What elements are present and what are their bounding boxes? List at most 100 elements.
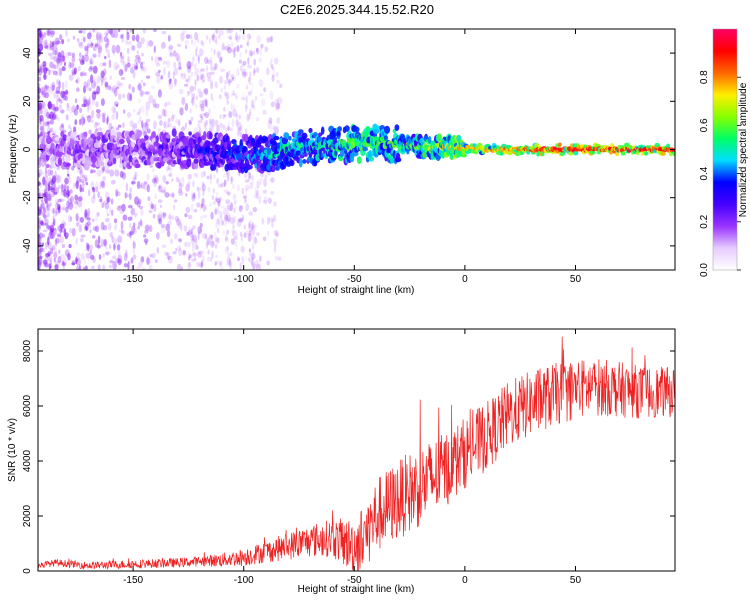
spectrogram-noise-cell (44, 39, 48, 46)
spectrogram-ridge-cell (233, 142, 237, 149)
spectrogram-noise-cell (240, 205, 244, 209)
spectrogram-noise-cell (207, 187, 211, 193)
spectrogram-noise-cell (168, 81, 171, 86)
spectrogram-noise-cell (115, 127, 120, 131)
spectrogram-noise-cell (117, 29, 121, 33)
spectrogram-noise-cell (109, 264, 112, 269)
spectrogram-noise-cell (276, 117, 281, 124)
spectrogram-noise-cell (130, 257, 134, 264)
spectrogram-noise-cell (38, 94, 41, 100)
colorbar-ticks: 0.00.20.40.60.8 (699, 70, 741, 277)
spectrogram-noise-cell (125, 249, 128, 258)
spectrogram-noise-cell (197, 252, 202, 258)
spectrogram-noise-cell (196, 202, 201, 208)
colorbar-gradient (712, 28, 738, 271)
spectrogram-noise-cell (51, 41, 55, 47)
spectrogram-noise-cell (44, 122, 49, 128)
spectrogram-noise-cell (141, 267, 146, 270)
spectrogram-noise-cell (90, 61, 94, 65)
spectrogram-noise-cell (209, 80, 214, 90)
spectrogram-noise-cell (173, 67, 179, 76)
spectrogram-noise-cell (71, 71, 77, 75)
spectrogram-noise-cell (90, 195, 96, 204)
spectrogram-ridge-cell (283, 132, 290, 139)
spectrogram-noise-cell (214, 243, 218, 249)
spectrogram-noise-cell (122, 214, 128, 221)
spectrogram-noise-cell (211, 195, 214, 200)
spectrogram-noise-cell (147, 196, 151, 201)
spectrogram-noise-cell (189, 108, 192, 114)
spectrogram-noise-cell (69, 189, 73, 194)
spectrogram-noise-cell (223, 189, 229, 194)
spectrogram-noise-cell (81, 103, 86, 108)
spectrogram-noise-cell (168, 46, 173, 54)
spectrogram-noise-cell (104, 82, 109, 91)
spectrogram-noise-cell (224, 91, 227, 97)
spectrogram-noise-cell (123, 109, 126, 114)
spectrogram-noise-cell (146, 184, 150, 193)
spectrogram-noise-cell (229, 127, 233, 132)
spectrogram-noise-cell (137, 119, 142, 125)
spectrogram-noise-cell (42, 193, 47, 198)
spectrogram-ridge-cell (96, 135, 101, 141)
spectrogram-ridge-cell (395, 152, 401, 161)
spectrogram-noise-cell (152, 98, 156, 108)
spectrogram-noise-cell (81, 181, 85, 190)
spectrogram-noise-cell (139, 184, 143, 188)
spectrogram-noise-cell (57, 198, 62, 203)
spectrogram-noise-cell (258, 79, 264, 87)
spectrogram-noise-cell (56, 54, 62, 60)
spectrogram-noise-cell (38, 236, 42, 244)
spectrogram-noise-cell (96, 31, 101, 41)
spectrogram-noise-cell (126, 29, 129, 35)
spectrogram-noise-cell (101, 77, 106, 83)
spectrogram-noise-cell (241, 255, 244, 265)
spectrogram-noise-cell (45, 67, 49, 72)
spectrogram-noise-cell (133, 61, 138, 70)
spectrogram-noise-cell (157, 215, 161, 224)
spectrogram-noise-cell (249, 181, 254, 190)
spectrogram-noise-cell (97, 244, 101, 249)
snr-x-ticks: -150 -100 -50 0 50 (123, 329, 581, 586)
spectrogram-noise-cell (196, 186, 199, 192)
spectrogram-noise-cell (206, 72, 212, 79)
spectrogram-noise-cell (44, 195, 48, 204)
spectrogram-noise-cell (77, 200, 83, 208)
spectrogram-ridge-cell (57, 159, 62, 166)
spectrogram-noise-cell (133, 222, 136, 228)
spectrogram-noise-cell (38, 255, 43, 259)
spectrogram-noise-cell (231, 76, 234, 81)
spectrogram-noise-cell (199, 100, 205, 107)
spectrogram-noise-cell (273, 238, 277, 246)
spectrogram-ridge-cell (171, 128, 177, 137)
spectrogram-noise-cell (38, 124, 44, 130)
spectrogram-noise-cell (126, 32, 130, 41)
spectrogram-noise-cell (138, 200, 141, 208)
spectrogram-noise-cell (113, 243, 116, 251)
spectrogram-noise-cell (218, 94, 222, 100)
spectrogram-noise-cell (244, 172, 248, 178)
spectrogram-noise-cell (49, 230, 54, 240)
spectrogram-noise-cell (79, 72, 84, 77)
spectrogram-noise-cell (196, 37, 200, 44)
spectrogram-noise-cell (197, 56, 201, 65)
spectrogram-noise-cell (64, 249, 70, 257)
spectrogram-noise-cell (61, 81, 65, 91)
spectrogram-ridge-cell (119, 138, 125, 144)
y-tick-label: 6000 (22, 394, 33, 417)
spectrogram-noise-cell (59, 99, 63, 104)
spectrogram-noise-cell (38, 173, 41, 179)
spectrogram-noise-cell (79, 52, 82, 58)
spectrogram-noise-cell (186, 90, 192, 95)
spectrogram-noise-cell (233, 46, 236, 52)
spectrogram-noise-cell (195, 173, 199, 179)
spectrogram-noise-cell (222, 207, 228, 216)
spectrogram-noise-cell (191, 258, 195, 262)
spectrogram-noise-cell (252, 261, 256, 270)
spectrogram-noise-cell (131, 34, 136, 42)
spectrogram-noise-cell (259, 93, 264, 97)
spectrogram-noise-cell (106, 32, 109, 37)
spectrogram-noise-cell (71, 227, 76, 237)
spectrogram-noise-cell (66, 38, 71, 43)
spectrogram-ridge-cell (308, 127, 313, 134)
